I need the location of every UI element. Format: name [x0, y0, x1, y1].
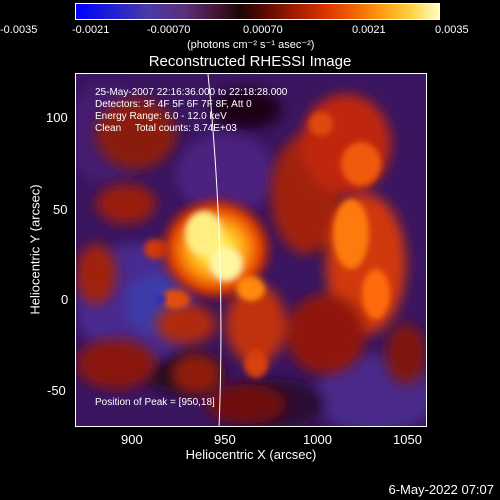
colorbar-tick-6: 0.0035 — [435, 24, 469, 36]
colorbar-tick-4: 0.00070 — [243, 24, 283, 36]
detectors-text: Detectors: 3F 4F 5F 6F 7F 8F, Att 0 — [95, 99, 252, 110]
colorbar-tick-2: -0.0021 — [72, 24, 110, 36]
energy-range-text: Energy Range: 6.0 - 12.0 keV — [95, 111, 227, 122]
colorbar-tick-3: -0.00070 — [147, 24, 191, 36]
x-tick-950: 950 — [214, 432, 236, 447]
time-range-text: 25-May-2007 22:16:36.000 to 22:18:28.000 — [95, 87, 288, 98]
x-tick-1050: 1050 — [393, 432, 422, 447]
x-axis-label: Heliocentric X (arcsec) — [185, 447, 317, 462]
colorbar — [75, 3, 440, 20]
solar-image — [76, 74, 426, 426]
footer-date: 6-May-2022 07:07 — [388, 482, 494, 497]
colorbar-tick-5: 0.0021 — [352, 24, 386, 36]
y-tick-0: 0 — [61, 292, 69, 307]
solar-image-plot — [75, 73, 427, 427]
y-tick-100: 100 — [46, 110, 68, 125]
colorbar-tick-1: -0.0035 — [0, 24, 38, 36]
x-tick-1000: 1000 — [303, 432, 332, 447]
image-title: Reconstructed RHESSI Image — [148, 53, 352, 70]
y-tick-minus50: -50 — [47, 383, 66, 398]
y-tick-50: 50 — [53, 202, 68, 217]
clean-counts-text: Clean Total counts: 8.74E+03 — [95, 123, 237, 134]
y-axis-label: Heliocentric Y (arcsec) — [27, 184, 43, 315]
colorbar-unit-label: (photons cm⁻² s⁻¹ asec⁻²) — [187, 39, 315, 51]
x-tick-900: 900 — [121, 432, 143, 447]
peak-position-text: Position of Peak = [950,18] — [95, 397, 215, 408]
